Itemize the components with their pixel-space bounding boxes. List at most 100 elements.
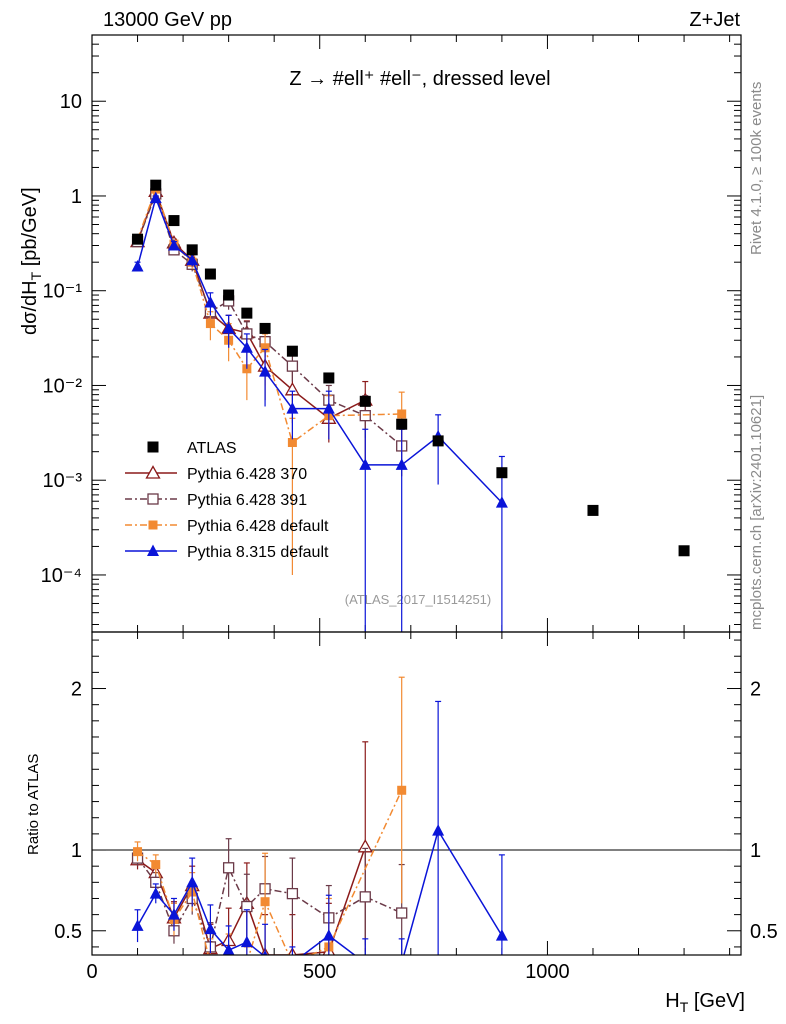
ratio-plot-area: 0 500 1000 0.5 0.5 1 1 2 2: [54, 631, 778, 983]
data-point: [186, 875, 199, 888]
legend: ATLAS Pythia 6.428 370 Pythia 6.428 391 Pyt…: [125, 440, 329, 561]
legend-entry: Pythia 6.428 default: [125, 518, 329, 535]
y-tick-label: 10⁻¹: [43, 281, 83, 303]
data-point: [259, 322, 271, 334]
data-point: [131, 919, 144, 931]
main-plot-frame: [91, 34, 742, 633]
legend-entry: Pythia 6.428 391: [125, 492, 307, 509]
data-point: [678, 545, 690, 557]
series-line: [136, 191, 403, 447]
data-point: [204, 268, 216, 280]
data-point: [206, 959, 215, 968]
data-point: [222, 943, 235, 955]
legend-marker: [147, 544, 159, 556]
data-point: [495, 929, 508, 941]
legend-entry: Pythia 8.315 default: [125, 544, 329, 561]
data-point: [396, 418, 408, 430]
y-tick-label: 0.5: [54, 921, 82, 943]
data-point: [432, 824, 445, 836]
data-point: [240, 341, 253, 353]
y-tick-label: 2: [71, 679, 82, 701]
x-tick-label: 1000: [525, 961, 570, 983]
series-line: [136, 857, 403, 950]
data-point: [397, 785, 407, 795]
data-point: [397, 409, 407, 419]
data-point: [395, 458, 408, 470]
x-axis-title: HT [GeV]: [665, 990, 745, 1015]
x-tick-label: 0: [86, 961, 97, 983]
data-point: [359, 410, 371, 422]
data-point: [205, 319, 215, 329]
data-point: [323, 372, 335, 384]
data-point: [322, 929, 335, 941]
data-point: [587, 504, 599, 516]
series-line: [136, 828, 503, 955]
data-point: [186, 244, 198, 256]
data-point: [133, 847, 143, 857]
series-py6_370: [129, 741, 373, 955]
data-point: [260, 343, 270, 353]
legend-label: Pythia 6.428 370: [187, 466, 307, 483]
data-point: [167, 239, 180, 251]
data-point: [286, 360, 299, 372]
data-point: [259, 365, 272, 377]
series-py8_default: [131, 191, 508, 632]
y-tick-label: 10⁻²: [43, 375, 83, 397]
y-tick-label-right: 1: [750, 840, 761, 862]
data-point: [132, 233, 144, 245]
series-py8_default: [131, 700, 508, 955]
y-tick-label: 10: [60, 91, 82, 113]
y-tick-label-right: 0.5: [750, 921, 778, 943]
mcplots-credit-label: mcplots.cern.ch [arXiv:2401.10621]: [748, 395, 765, 630]
series-line: [137, 789, 403, 955]
data-point: [322, 402, 335, 414]
legend-label: Pythia 6.428 391: [187, 492, 307, 509]
data-point: [168, 215, 180, 227]
ratio-plot-frame: [91, 631, 742, 956]
y-tick-label: 10⁻⁴: [41, 565, 82, 587]
ratio-y-axis-title: Ratio to ATLAS: [25, 754, 42, 855]
legend-marker: [148, 520, 158, 530]
data-point: [204, 296, 217, 308]
legend-entry: Pythia 6.428 370: [125, 465, 307, 483]
legend-label: ATLAS: [187, 440, 237, 457]
data-point: [240, 935, 253, 948]
legend-marker: [147, 493, 159, 505]
series-ATLAS: [132, 179, 690, 557]
data-point: [241, 307, 253, 319]
data-point: [262, 950, 268, 955]
data-point: [149, 887, 162, 899]
y-tick-label: 1: [71, 186, 82, 208]
data-point: [260, 897, 270, 907]
data-point: [286, 345, 298, 357]
analysis-id-label: (ATLAS_2017_I1514251): [345, 592, 491, 607]
data-point: [222, 862, 235, 874]
main-plot-area: 10⁻⁴ 10⁻³ 10⁻² 10⁻¹ 1 10: [41, 34, 742, 633]
y-tick-label: 10⁻³: [43, 470, 83, 492]
data-point: [186, 253, 199, 266]
collision-energy-label: 13000 GeV pp: [103, 9, 232, 31]
x-tick-label: 500: [303, 961, 336, 983]
y-tick-label: 1: [71, 840, 82, 862]
data-point: [149, 191, 162, 204]
data-point: [359, 395, 371, 407]
legend-entry: ATLAS: [147, 440, 237, 457]
data-point: [167, 908, 180, 920]
legend-label: Pythia 8.315 default: [187, 544, 329, 561]
data-point: [495, 496, 508, 508]
data-point: [286, 402, 299, 414]
data-point: [496, 467, 508, 479]
legend-marker: [145, 465, 161, 479]
data-point: [222, 321, 235, 334]
legend-marker: [147, 441, 159, 453]
process-label: Z+Jet: [689, 9, 740, 31]
data-point: [131, 260, 144, 272]
plot-title: Z → #ell⁺ #ell⁻, dressed level: [289, 68, 550, 90]
data-point: [286, 887, 299, 900]
data-point: [396, 907, 408, 919]
data-point: [150, 179, 162, 191]
legend-label: Pythia 6.428 default: [187, 518, 329, 535]
rivet-version-label: Rivet 4.1.0, ≥ 100k events: [748, 82, 765, 255]
data-point: [204, 922, 217, 935]
